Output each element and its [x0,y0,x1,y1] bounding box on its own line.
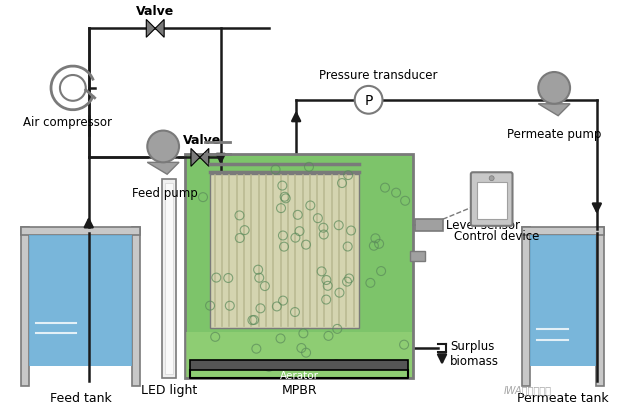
Text: LED light: LED light [141,383,197,396]
Bar [522,227,604,235]
Text: Control device: Control device [454,230,539,243]
Bar [530,235,596,366]
Text: Feed pump: Feed pump [132,186,198,199]
Circle shape [489,176,494,181]
Polygon shape [155,20,164,38]
Bar [210,175,359,328]
Circle shape [355,87,383,114]
Bar [186,332,412,377]
Bar [162,180,176,378]
Bar [21,227,29,386]
Text: Valve: Valve [183,134,221,147]
Polygon shape [200,149,209,167]
Bar [165,184,173,374]
Text: Permeate pump: Permeate pump [507,128,601,141]
Polygon shape [147,163,179,175]
Text: IWA国际水协会: IWA国际水协会 [504,385,551,395]
Bar [190,360,408,370]
Text: Level sensor: Level sensor [446,219,520,232]
Bar [132,227,140,386]
Text: Feed tank: Feed tank [50,391,112,404]
Bar [185,155,413,378]
Text: Aerator: Aerator [279,370,319,380]
Bar [410,251,425,261]
Text: Pressure transducer: Pressure transducer [319,68,438,81]
Bar [29,235,132,366]
Text: Air compressor: Air compressor [24,116,112,129]
Text: Permeate tank: Permeate tank [517,391,609,404]
FancyBboxPatch shape [471,173,512,226]
Text: Valve: Valve [136,5,175,18]
Circle shape [147,131,179,163]
Text: MPBR: MPBR [281,383,317,396]
Polygon shape [538,104,570,116]
Bar [522,227,530,386]
Text: Surplus
biomass: Surplus biomass [450,339,499,367]
Bar [415,219,443,231]
Bar [477,183,507,219]
Polygon shape [147,20,155,38]
Circle shape [538,73,570,104]
Bar [596,227,604,386]
Bar [21,227,140,235]
Polygon shape [191,149,200,167]
Text: P: P [365,94,373,107]
